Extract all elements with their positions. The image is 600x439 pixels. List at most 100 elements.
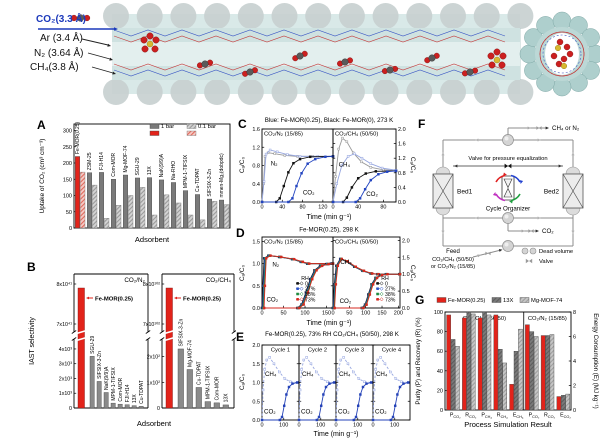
svg-text:13X: 13X: [147, 166, 153, 176]
svg-text:1x10²: 1x10²: [147, 380, 160, 386]
svg-text:3x10³: 3x10³: [59, 362, 72, 368]
svg-text:FJI-H14: FJI-H14: [125, 384, 131, 402]
molecule-label-1: Ar (3.4 Å): [40, 33, 83, 44]
humid-cycling-chart: Fe-MOR(0.25), 73% RH CO₂/CH₄ (50/50), 29…: [239, 331, 411, 438]
svg-text:0: 0: [331, 311, 334, 317]
svg-text:CH₄: CH₄: [339, 162, 351, 169]
svg-text:P: P: [481, 413, 485, 419]
panel-letter-b: B: [27, 260, 36, 274]
svg-text:CO₂: CO₂: [469, 415, 477, 419]
svg-text:0.8: 0.8: [252, 164, 260, 170]
svg-text:E: E: [513, 413, 517, 419]
psa-flow-diagram: CH₄ or N₂ Valve for pressure equalization…: [431, 125, 584, 270]
svg-text:Fe-MOR(0.25): Fe-MOR(0.25): [75, 121, 81, 154]
svg-text:0: 0: [573, 408, 576, 414]
panel-letter-e: E: [236, 330, 245, 344]
panel-letter-d: D: [236, 226, 245, 240]
svg-text:CO₂/N₂ (15/85): CO₂/N₂ (15/85): [528, 316, 567, 322]
svg-text:MPM-1-TIFSIX: MPM-1-TIFSIX: [111, 367, 117, 401]
panel-letter-f: F: [418, 117, 426, 131]
svg-text:Process Simulation Result: Process Simulation Result: [464, 420, 552, 429]
svg-text:100: 100: [353, 423, 362, 429]
svg-text:27%: 27%: [305, 287, 316, 293]
svg-text:100: 100: [361, 311, 370, 317]
zeolite-channel-rendering: [38, 3, 600, 105]
svg-text:7x10⁴¹: 7x10⁴¹: [56, 322, 72, 328]
iast-selectivity-chart: IAST selectivity 8x10⁴¹ 7x10⁴¹ 4x10³ 3x10³ 2x…: [29, 273, 236, 428]
svg-text:CO₂/CH₄ (50/50): CO₂/CH₄ (50/50): [335, 132, 378, 138]
svg-text:0: 0: [69, 406, 72, 412]
svg-text:1 bar: 1 bar: [161, 124, 174, 130]
svg-text:Cycle 3: Cycle 3: [345, 348, 364, 354]
svg-text:13X: 13X: [224, 393, 230, 403]
svg-text:CO₂/N₂ (15/85): CO₂/N₂ (15/85): [264, 132, 303, 138]
svg-text:CO₂: CO₂: [340, 298, 352, 305]
svg-text:FJI-H14: FJI-H14: [99, 152, 105, 170]
svg-text:4: 4: [573, 359, 576, 365]
co2-uptake-bar-chart: 0 50 100 150 200 250 300 Uptake of CO₂ (cm³ cm⁻…: [39, 121, 231, 244]
svg-text:CO₂: CO₂: [548, 415, 556, 419]
svg-text:80: 80: [380, 205, 386, 211]
svg-text:P: P: [529, 413, 533, 419]
svg-text:Cₐ/C₀: Cₐ/C₀: [409, 157, 416, 174]
svg-text:0.0: 0.0: [252, 418, 260, 424]
svg-text:Cycle Organizer: Cycle Organizer: [486, 206, 530, 213]
svg-text:150: 150: [377, 311, 386, 317]
svg-text:MPM-1-TIFSIX: MPM-1-TIFSIX: [206, 365, 212, 399]
svg-text:CH₄: CH₄: [501, 415, 508, 419]
svg-text:Cycle 1: Cycle 1: [271, 348, 290, 354]
svg-text:SGU-29: SGU-29: [90, 336, 96, 354]
svg-text:1.0: 1.0: [252, 381, 260, 387]
svg-text:Adsorbent: Adsorbent: [135, 235, 170, 244]
molecule-label-0: CO₂(3.3 Å): [36, 14, 87, 25]
svg-text:1.0: 1.0: [402, 272, 410, 278]
svg-text:CH₄: CH₄: [376, 371, 388, 378]
svg-text:73%: 73%: [305, 297, 316, 303]
svg-text:6: 6: [573, 335, 576, 341]
svg-text:Cₐ/C₀: Cₐ/C₀: [409, 265, 416, 282]
svg-text:0.1 bar: 0.1 bar: [198, 124, 216, 130]
molecular-sieving-schematic: [0, 0, 600, 114]
svg-text:ZSM-25: ZSM-25: [87, 152, 93, 170]
svg-text:0: 0: [385, 281, 388, 287]
panel-g-process-simulation-chart: Fe-MOR(0.25) 13X Mg-MOF-74 0 20 40 60 80 100 0 2 4 6…: [413, 294, 600, 439]
svg-text:CO₂: CO₂: [542, 228, 554, 235]
svg-text:Com-MOR: Com-MOR: [111, 152, 117, 176]
svg-text:Com-MOR: Com-MOR: [215, 376, 221, 400]
svg-text:Blue: Fe-MOR(0.25), Black: Fe-: Blue: Fe-MOR(0.25), Black: Fe-MOR(0), 27…: [265, 117, 394, 124]
svg-text:7x10¹⁰²: 7x10¹⁰²: [143, 322, 160, 328]
svg-text:CO₂: CO₂: [366, 191, 378, 198]
panel-letter-a: A: [37, 118, 46, 132]
svg-text:CH₄: CH₄: [265, 371, 277, 378]
svg-text:R: R: [497, 413, 501, 419]
panel-e-cycling-chart: Fe-MOR(0.25), 73% RH CO₂/CH₄ (50/50), 29…: [236, 328, 416, 439]
svg-text:40: 40: [279, 205, 285, 211]
svg-text:Na-RHO: Na-RHO: [171, 161, 177, 180]
svg-text:0: 0: [331, 205, 334, 211]
svg-text:IAST selectivity: IAST selectivity: [29, 317, 36, 365]
svg-text:150: 150: [322, 311, 331, 317]
svg-text:Cₐ/C₀: Cₐ/C₀: [239, 265, 246, 282]
svg-text:100: 100: [300, 311, 309, 317]
svg-text:CO₂/N₂ (15/85): CO₂/N₂ (15/85): [264, 240, 303, 246]
svg-text:50: 50: [66, 210, 72, 216]
svg-text:0: 0: [260, 311, 263, 317]
svg-text:1.0: 1.0: [252, 262, 260, 268]
svg-text:CH₄: CH₄: [339, 371, 351, 378]
svg-text:150: 150: [63, 177, 72, 183]
svg-text:Fe-MOR(0.25): Fe-MOR(0.25): [183, 296, 221, 302]
panel-letter-c: C: [238, 117, 247, 131]
molecule-label-3: CH₄(3.8 Å): [30, 62, 79, 73]
svg-text:SIFSIX-3-Zn: SIFSIX-3-Zn: [97, 351, 103, 379]
svg-text:RH: RH: [381, 276, 389, 282]
svg-text:CO₂: CO₂: [303, 190, 315, 197]
svg-text:1.6: 1.6: [252, 127, 260, 133]
svg-text:0: 0: [334, 423, 337, 429]
svg-text:CO₂: CO₂: [532, 415, 540, 419]
svg-text:mmen-Mg₂(dobpdc): mmen-Mg₂(dobpdc): [219, 153, 225, 198]
svg-text:N₂: N₂: [272, 262, 279, 269]
breakthrough-298k-chart: Fe-MOR(0.25), 298 K 0 50 100 150 0.0 0.5 1.0 1.5…: [239, 227, 416, 328]
svg-text:SGU-29: SGU-29: [135, 157, 141, 175]
svg-text:Cu-TDPAT: Cu-TDPAT: [197, 361, 203, 385]
